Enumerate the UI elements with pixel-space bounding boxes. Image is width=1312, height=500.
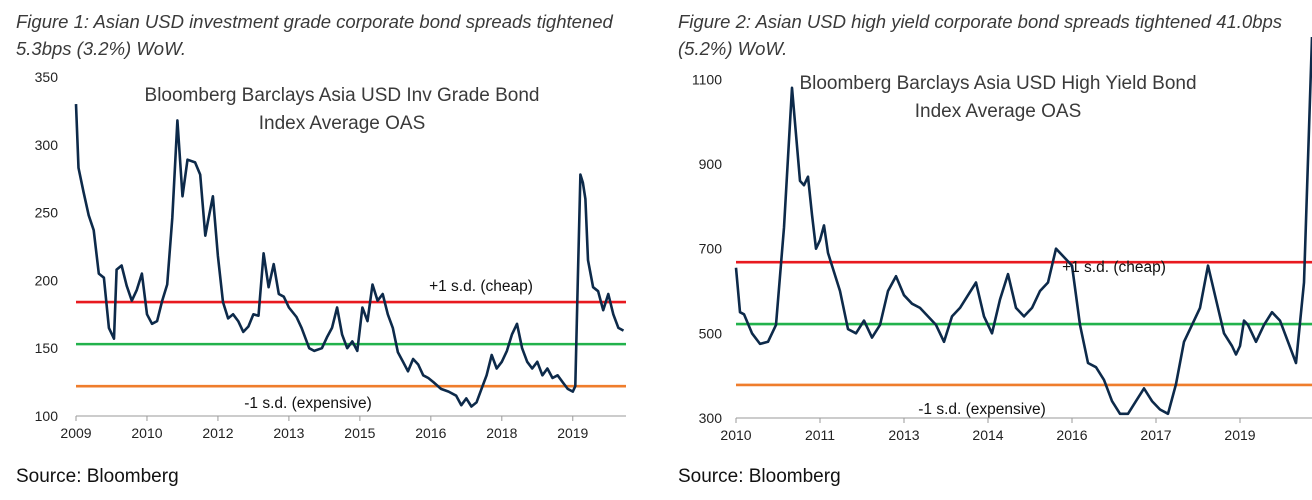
- x-tick-label: 2016: [415, 425, 446, 441]
- ig-spread-chart: 100 150 200 250 300 350 2009 2010 2012 2013 2015 20…: [35, 69, 626, 441]
- x-tick-label: 2009: [60, 425, 91, 441]
- chart-title: Index Average OAS: [915, 101, 1082, 122]
- y-tick-label: 900: [699, 156, 723, 172]
- cheap-label: +1 s.d. (cheap): [1062, 259, 1166, 276]
- y-tick-label: 700: [699, 241, 723, 257]
- x-tick-label: 2013: [888, 427, 919, 443]
- y-tick-label: 1100: [692, 71, 722, 87]
- y-tick-label: 250: [35, 205, 59, 221]
- chart-title: Index Average OAS: [259, 113, 426, 134]
- x-tick-label: 2010: [720, 427, 751, 443]
- source-note: Source: Bloomberg: [16, 466, 179, 487]
- y-tick-label: 500: [699, 325, 723, 341]
- hy-spread-chart: 300 500 700 900 1100 2010 2011 2013 2014 2016 2017…: [692, 36, 1312, 443]
- y-tick-label: 350: [35, 69, 59, 85]
- x-tick-label: 2018: [486, 425, 517, 441]
- x-tick-label: 2019: [557, 425, 588, 441]
- figure-2-panel: Figure 2: Asian USD high yield corporate…: [672, 0, 1312, 500]
- x-tick-label: 2013: [273, 425, 304, 441]
- figure-1-panel: Figure 1: Asian USD investment grade cor…: [0, 0, 650, 500]
- chart-title: Bloomberg Barclays Asia USD Inv Grade Bo…: [145, 85, 540, 106]
- figure-caption: Figure 2: Asian USD high yield corporate…: [678, 11, 1283, 59]
- cheap-label: +1 s.d. (cheap): [429, 278, 533, 295]
- x-tick-label: 2015: [344, 425, 375, 441]
- x-tick-label: 2016: [1056, 427, 1087, 443]
- x-tick-label: 2011: [805, 427, 835, 443]
- x-tick-label: 2014: [972, 427, 1003, 443]
- y-tick-label: 300: [35, 137, 59, 153]
- chart-title: Bloomberg Barclays Asia USD High Yield B…: [799, 73, 1196, 94]
- figure-caption: Figure 1: Asian USD investment grade cor…: [16, 11, 613, 59]
- x-tick-label: 2017: [1140, 427, 1171, 443]
- oas-series-line: [74, 104, 625, 408]
- y-tick-label: 150: [35, 340, 59, 356]
- expensive-label: -1 s.d. (expensive): [918, 401, 1046, 418]
- y-tick-label: 100: [35, 408, 59, 424]
- source-note: Source: Bloomberg: [678, 466, 841, 487]
- x-tick-label: 2010: [131, 425, 162, 441]
- y-tick-label: 300: [699, 410, 723, 426]
- x-tick-label: 2012: [202, 425, 233, 441]
- x-tick-label: 2019: [1224, 427, 1255, 443]
- y-tick-label: 200: [35, 272, 59, 288]
- expensive-label: -1 s.d. (expensive): [244, 395, 372, 412]
- oas-series-line: [734, 36, 1312, 416]
